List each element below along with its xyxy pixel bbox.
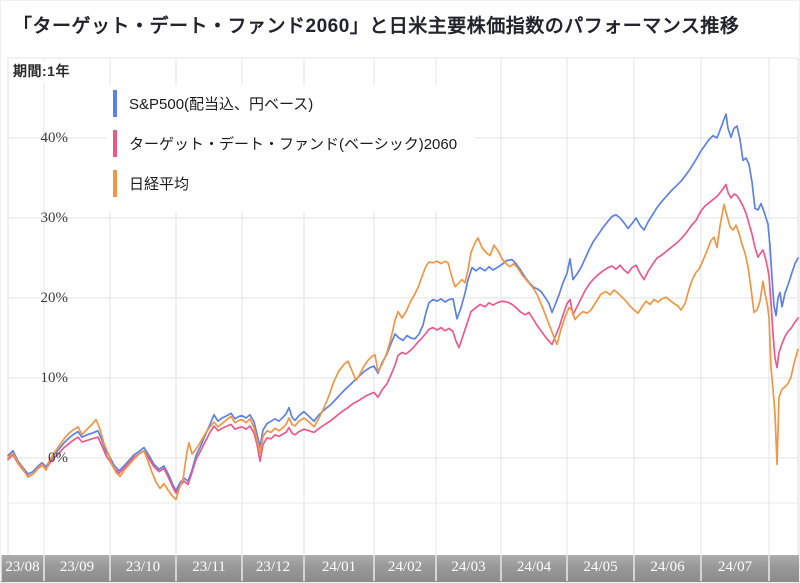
x-axis-band-shadow [1, 581, 799, 582]
x-axis-month-cell: 23/08 [2, 555, 43, 581]
y-axis-label: 20% [40, 290, 69, 306]
legend-color-bar-tdf2060 [113, 130, 117, 157]
x-axis-month-cell: 23/12 [243, 555, 303, 581]
legend-item-tdf2060: ターゲット・デート・ファンド(ベーシック)2060 [113, 130, 457, 157]
x-axis-band: 23/08 23/09 23/10 23/11 23/12 24/01 24/02 24/03… [1, 555, 799, 582]
legend-item-nikkei: 日経平均 [113, 170, 457, 197]
x-axis-month-cell: 24/07 [702, 555, 768, 581]
legend-label-sp500: S&P500(配当込、円ベース) [129, 96, 314, 113]
x-axis-month-cell: 24/04 [502, 555, 566, 581]
legend-item-sp500: S&P500(配当込、円ベース) [113, 90, 457, 117]
x-axis-month-cell: 24/03 [437, 555, 500, 581]
x-axis-month-cell [770, 555, 799, 581]
legend-label-nikkei: 日経平均 [129, 176, 190, 193]
legend-color-bar-nikkei [113, 170, 117, 197]
x-axis-month-cell: 23/09 [45, 555, 109, 581]
x-axis-month-cell: 24/06 [635, 555, 700, 581]
y-axis-label: 40% [40, 130, 69, 146]
chart-legend: S&P500(配当込、円ベース) ターゲット・デート・ファンド(ベーシック)20… [107, 85, 476, 212]
y-axis-label: 30% [40, 210, 69, 226]
y-axis-label: 0% [48, 450, 68, 466]
series-line-1 [7, 183, 799, 495]
period-label: 期間:1年 [13, 61, 75, 83]
legend-label-tdf2060: ターゲット・デート・ファンド(ベーシック)2060 [129, 136, 458, 153]
x-axis-month-cell: 24/02 [375, 555, 435, 581]
x-axis-month-cell: 24/05 [568, 555, 633, 581]
legend-color-bar-sp500 [113, 90, 117, 117]
x-axis-month-cell: 23/10 [111, 555, 175, 581]
page-title: 「ターゲット・デート・ファンド2060」と日米主要株価指数のパフォーマンス推移 [13, 16, 740, 37]
y-axis-label: 10% [40, 370, 69, 386]
series-line-2 [7, 203, 799, 501]
x-axis-month-cell: 23/11 [177, 555, 241, 581]
series-line-0 [7, 113, 799, 492]
x-axis-month-cell: 24/01 [305, 555, 373, 581]
